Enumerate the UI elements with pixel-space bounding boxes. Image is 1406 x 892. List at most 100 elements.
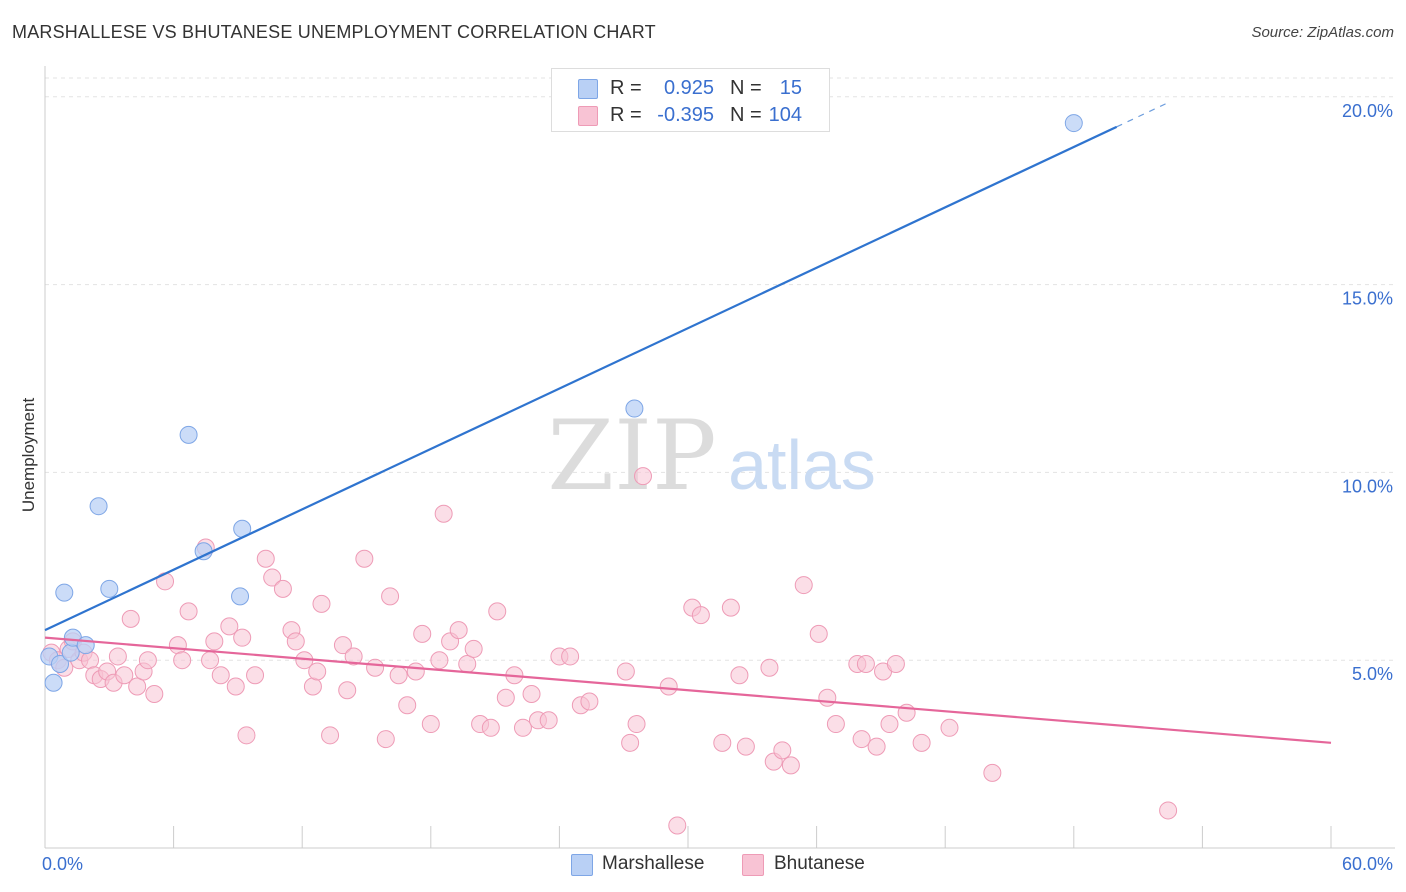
y-tick-label: 10.0% xyxy=(1342,476,1393,496)
legend-n-label: N = xyxy=(730,77,762,99)
marshallese-point xyxy=(89,497,108,516)
axis-layer xyxy=(44,66,1395,849)
bhutanese-point xyxy=(381,587,400,606)
legend-r-value: 0.925 xyxy=(663,77,714,99)
bhutanese-point xyxy=(355,549,374,568)
bhutanese-point xyxy=(481,718,500,737)
bhutanese-point xyxy=(344,647,363,666)
bhutanese-legend-label: Bhutanese xyxy=(774,853,865,874)
bhutanese-point xyxy=(434,504,453,523)
bhutanese-point xyxy=(376,730,395,749)
bhutanese-point xyxy=(173,651,192,670)
bhutanese-point xyxy=(940,718,959,737)
legend-n-value: 104 xyxy=(768,104,802,126)
bhutanese-point xyxy=(168,636,187,655)
legend-row-bhutanese: R = -0.395 N = 104 xyxy=(552,102,829,128)
bhutanese-point xyxy=(721,598,740,617)
bhutanese-point xyxy=(366,658,385,677)
legend-r-label: R = xyxy=(610,104,642,126)
marshallese-point xyxy=(625,399,644,418)
marshallese-trend-extension xyxy=(1116,101,1171,128)
bhutanese-point xyxy=(179,602,198,621)
bhutanese-point xyxy=(826,715,845,734)
y-axis-label: Unemployment xyxy=(19,398,38,513)
bhutanese-point xyxy=(430,651,449,670)
bhutanese-point xyxy=(321,726,340,745)
legend-row-marshallese: R = 0.925 N = 15 xyxy=(552,75,829,101)
marshallese-swatch xyxy=(578,79,598,99)
bhutanese-point xyxy=(627,715,646,734)
bhutanese-trend-line xyxy=(44,636,1332,744)
bhutanese-point xyxy=(856,654,875,673)
bhutanese-point xyxy=(413,624,432,643)
bhutanese-point xyxy=(138,651,157,670)
bhutanese-point xyxy=(633,467,652,486)
bhutanese-point xyxy=(312,594,331,613)
bhutanese-point xyxy=(912,733,931,752)
bhutanese-point xyxy=(406,662,425,681)
marshallese-trend-line xyxy=(44,125,1118,632)
legend-r-label: R = xyxy=(610,77,642,99)
legend-n-label: N = xyxy=(730,104,762,126)
bhutanese-point xyxy=(496,688,515,707)
bhutanese-point xyxy=(226,677,245,696)
bhutanese-point xyxy=(760,658,779,677)
bhutanese-point xyxy=(616,662,635,681)
marshallese-point xyxy=(194,542,213,561)
bhutanese-point xyxy=(303,677,322,696)
bhutanese-point xyxy=(691,606,710,625)
bhutanese-point xyxy=(246,666,265,685)
marshallese-point xyxy=(55,583,74,602)
bhutanese-point xyxy=(211,666,230,685)
bhutanese-point xyxy=(852,730,871,749)
marshallese-point xyxy=(44,673,63,692)
bhutanese-point xyxy=(128,677,147,696)
marshallese-point xyxy=(231,587,250,606)
bhutanese-point xyxy=(449,621,468,640)
y-tick-label: 15.0% xyxy=(1342,289,1393,309)
bhutanese-point xyxy=(256,549,275,568)
bhutanese-point xyxy=(338,681,357,700)
bhutanese-point xyxy=(233,628,252,647)
bhutanese-point xyxy=(513,718,532,737)
marshallese-point xyxy=(179,425,198,444)
bhutanese-point xyxy=(773,741,792,760)
marshallese-legend-swatch xyxy=(571,854,593,876)
bhutanese-point xyxy=(201,651,220,670)
bhutanese-point xyxy=(205,632,224,651)
x-tick-label: 60.0% xyxy=(1342,854,1393,874)
chart-title: MARSHALLESE VS BHUTANESE UNEMPLOYMENT CO… xyxy=(12,22,656,42)
marshallese-point xyxy=(1064,114,1083,133)
tick-labels: 5.0% 10.0% 15.0% 20.0% 0.0% 60.0% xyxy=(42,101,1393,874)
y-tick-label: 5.0% xyxy=(1352,664,1393,684)
bhutanese-point xyxy=(263,568,282,587)
marshallese-point xyxy=(61,643,80,662)
bhutanese-point xyxy=(867,737,886,756)
bhutanese-point xyxy=(983,763,1002,782)
watermark: ZIP atlas xyxy=(547,400,876,512)
bhutanese-point xyxy=(121,609,140,628)
bhutanese-point xyxy=(488,602,507,621)
grid-layer xyxy=(45,77,1395,661)
bhutanese-point xyxy=(880,715,899,734)
bhutanese-point xyxy=(333,636,352,655)
x-tick-label: 0.0% xyxy=(42,854,83,874)
watermark-zip: ZIP xyxy=(547,400,716,512)
bhutanese-point xyxy=(736,737,755,756)
bhutanese-point xyxy=(458,654,477,673)
trend-lines xyxy=(44,101,1332,744)
y-tick-label: 20.0% xyxy=(1342,101,1393,121)
correlation-legend: R = 0.925 N = 15 R = -0.395 N = 104 xyxy=(551,68,830,132)
bhutanese-point xyxy=(389,666,408,685)
bhutanese-point xyxy=(713,733,732,752)
bhutanese-swatch xyxy=(578,106,598,126)
bhutanese-point xyxy=(464,639,483,658)
marshallese-legend-label: Marshallese xyxy=(602,853,705,874)
bhutanese-point xyxy=(273,579,292,598)
bhutanese-point xyxy=(794,576,813,595)
bhutanese-point xyxy=(308,662,327,681)
bhutanese-point xyxy=(522,685,541,703)
bhutanese-point xyxy=(237,726,256,745)
bhutanese-point xyxy=(809,624,828,643)
bhutanese-point xyxy=(818,688,837,707)
